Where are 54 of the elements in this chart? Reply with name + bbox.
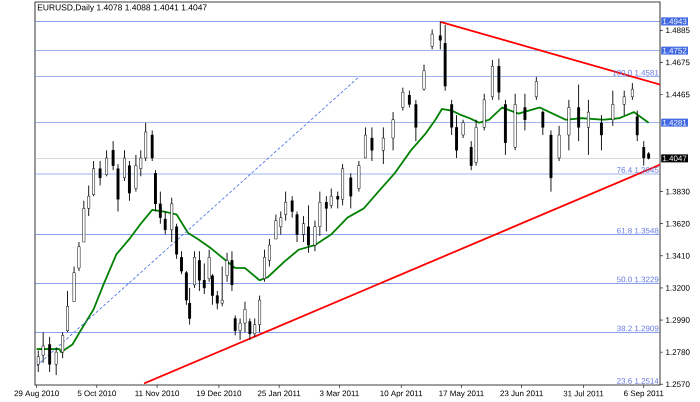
candlestick — [462, 119, 465, 139]
candlestick — [150, 130, 154, 162]
candlestick — [48, 336, 52, 372]
candlestick — [630, 82, 634, 100]
candlestick — [158, 191, 162, 224]
candlestick — [244, 301, 246, 333]
candlestick — [306, 204, 310, 254]
candlestick — [357, 160, 360, 192]
candlestick — [523, 93, 526, 131]
candlestick — [123, 150, 126, 182]
candlestick — [600, 114, 603, 151]
candlestick — [105, 150, 108, 177]
candlestick — [430, 29, 434, 50]
candlestick — [541, 110, 544, 136]
candlestick — [534, 76, 538, 100]
candlestick — [42, 332, 45, 364]
candlestick — [54, 347, 58, 376]
candlestick — [226, 252, 229, 282]
chart-title: EURUSD,Daily 1.4078 1.4088 1.4041 1.4047 — [38, 4, 207, 12]
candlestick — [414, 99, 418, 142]
candlestick — [290, 196, 294, 218]
candlestick — [558, 125, 561, 162]
candlestick — [263, 249, 266, 282]
candlestick — [268, 238, 271, 267]
candlestick — [296, 211, 298, 242]
candlestick — [382, 126, 385, 165]
candlestick — [134, 154, 138, 192]
candlestick — [180, 250, 183, 275]
candlestick — [234, 314, 237, 336]
candlestick — [392, 112, 395, 151]
candlestick — [112, 140, 115, 171]
candlestick — [302, 216, 306, 242]
candlestick — [238, 318, 242, 340]
candlestick — [611, 90, 614, 126]
candlestick — [422, 64, 426, 92]
candlestick — [408, 90, 411, 108]
candlestick — [586, 99, 590, 156]
candlestick — [455, 114, 458, 158]
candlestick — [61, 332, 64, 359]
candlestick — [438, 21, 442, 50]
candlestick — [284, 191, 288, 222]
candlestick — [622, 90, 626, 116]
candlestick — [314, 220, 316, 252]
candlestick — [370, 126, 374, 162]
candlestick — [450, 99, 454, 136]
candlestick — [349, 172, 352, 209]
candlestick — [636, 110, 639, 142]
candlestick — [77, 242, 80, 272]
candlestick — [470, 140, 473, 171]
candlestick — [364, 126, 367, 158]
candlestick — [98, 160, 102, 186]
candlestick — [164, 211, 167, 235]
candlestick — [577, 84, 580, 142]
candlestick — [401, 87, 404, 111]
